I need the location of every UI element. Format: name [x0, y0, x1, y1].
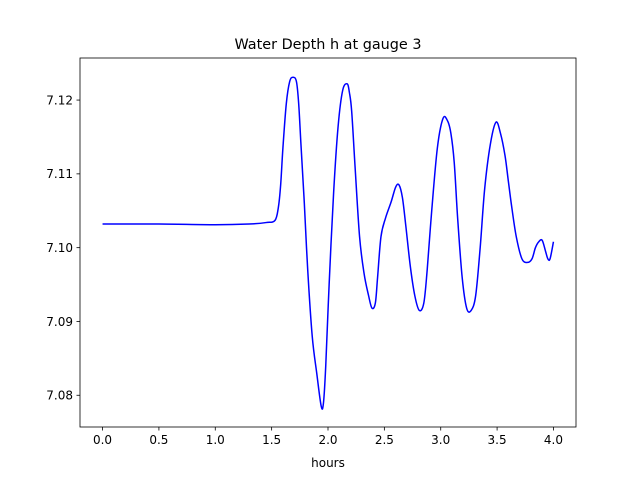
- series-line: [102, 76, 555, 410]
- x-tick-label: 1.0: [206, 433, 225, 447]
- x-axis: 0.0 0.5 1.0 1.5 2.0 2.5 3.0 3.5 4.0: [93, 427, 563, 447]
- x-tick-label: 1.5: [262, 433, 281, 447]
- x-tick-label: 4.0: [544, 433, 563, 447]
- y-tick-label: 7.11: [46, 167, 73, 181]
- x-tick-label: 3.5: [488, 433, 507, 447]
- plot-area: [102, 76, 555, 410]
- x-tick-label: 3.0: [431, 433, 450, 447]
- x-tick-label: 2.0: [318, 433, 337, 447]
- y-tick-label: 7.10: [46, 241, 73, 255]
- y-tick-label: 7.12: [46, 93, 73, 107]
- chart-title: Water Depth h at gauge 3: [234, 37, 421, 53]
- x-axis-label: hours: [311, 456, 345, 470]
- x-tick-label: 2.5: [375, 433, 394, 447]
- y-tick-label: 7.09: [46, 315, 73, 329]
- x-tick-label: 0.5: [149, 433, 168, 447]
- y-axis: 7.08 7.09 7.10 7.11 7.12: [46, 93, 80, 403]
- y-tick-label: 7.08: [46, 389, 73, 403]
- x-tick-label: 0.0: [93, 433, 112, 447]
